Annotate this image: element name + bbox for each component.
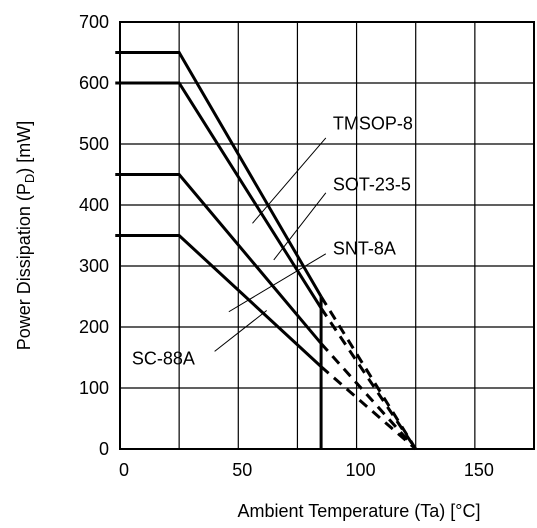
x-axis-title: Ambient Temperature (Ta) [°C] xyxy=(238,501,481,521)
y-tick-label: 300 xyxy=(79,256,109,276)
series-layer xyxy=(115,51,417,451)
series-label: TMSOP-8 xyxy=(333,114,413,134)
leader-line xyxy=(252,137,327,224)
y-tick-label: 600 xyxy=(79,73,109,93)
series-line-dashed xyxy=(319,342,417,451)
series-line-dashed xyxy=(320,365,417,451)
annotation-layer: TMSOP-8 SOT-23-5 SNT-8A SC-88A xyxy=(132,114,413,369)
series-label: SC-88A xyxy=(132,349,195,369)
y-axis-title-main: Power Dissipation (P xyxy=(14,183,34,350)
series-line-solid xyxy=(115,51,323,298)
y-tick-label: 0 xyxy=(99,439,109,459)
y-tick-label: 700 xyxy=(79,12,109,32)
y-tick-label: 100 xyxy=(79,378,109,398)
grid xyxy=(120,22,534,449)
series-line-solid xyxy=(115,173,323,345)
y-tick-label: 200 xyxy=(79,317,109,337)
series-line-solid xyxy=(115,234,323,368)
series-label: SNT-8A xyxy=(333,239,396,259)
y-axis-title-subscript: D xyxy=(22,174,37,183)
plot-frame xyxy=(119,21,535,450)
series-label: SOT-23-5 xyxy=(333,175,411,195)
leader-line xyxy=(273,192,327,261)
x-tick-label: 50 xyxy=(232,460,252,480)
series-line-dashed xyxy=(319,295,417,450)
x-tick-label: 100 xyxy=(346,460,376,480)
y-axis-title-unit: ) [mW] xyxy=(14,121,34,174)
leader-line xyxy=(228,253,327,313)
y-tick-label: 500 xyxy=(79,134,109,154)
x-tick-label: 0 xyxy=(119,460,129,480)
series-line-solid xyxy=(115,81,323,309)
y-axis-title: Power Dissipation (PD) [mW] xyxy=(14,121,37,350)
leader-line xyxy=(214,310,267,352)
series-line-dashed xyxy=(319,307,417,450)
tick-labels: 0 50 100 150 0 100 200 300 400 500 600 700 xyxy=(79,12,494,480)
y-tick-label: 400 xyxy=(79,195,109,215)
x-tick-label: 150 xyxy=(464,460,494,480)
